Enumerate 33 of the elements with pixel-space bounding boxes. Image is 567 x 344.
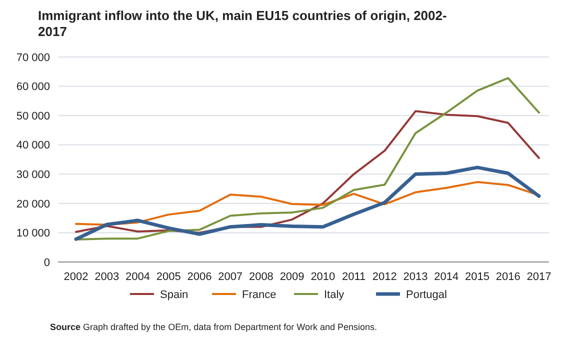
x-tick-label: 2003 <box>94 271 120 283</box>
x-tick-label: 2013 <box>403 271 428 283</box>
legend-label: Italy <box>324 288 345 301</box>
x-tick-label: 2010 <box>310 271 336 283</box>
x-tick-label: 2004 <box>125 271 150 283</box>
legend-label: Portugal <box>406 288 447 301</box>
legend-label: France <box>242 288 276 301</box>
x-tick-label: 2006 <box>187 271 212 283</box>
x-tick-label: 2005 <box>156 271 181 283</box>
x-tick-label: 2014 <box>434 271 459 283</box>
source-note: Source Graph drafted by the OEm, data from Department for Work and Pensions. <box>50 322 377 332</box>
line-series <box>75 77 540 240</box>
y-tick-label: 10 000 <box>16 228 50 240</box>
y-tick-label: 50 000 <box>16 110 50 122</box>
x-tick-label: 2017 <box>526 271 552 283</box>
y-tick-label: 70 000 <box>16 52 50 64</box>
x-tick-label: 2015 <box>465 271 490 283</box>
x-tick-label: 2007 <box>218 271 243 283</box>
legend-label: Spain <box>160 288 188 301</box>
line-series <box>75 110 540 234</box>
x-tick-label: 2012 <box>372 271 397 283</box>
y-tick-label: 30 000 <box>16 168 50 181</box>
y-tick-label: 0 <box>44 256 50 269</box>
y-tick-label: 20 000 <box>16 198 50 210</box>
x-tick-label: 2016 <box>496 271 520 283</box>
line-series <box>74 166 541 241</box>
x-tick-label: 2011 <box>342 271 366 283</box>
x-tick-label: 2002 <box>64 271 88 283</box>
x-tick-label: 2008 <box>248 271 274 283</box>
chart-title: Immigrant inflow into the UK, main EU15 countries of origin, 2002-2017 <box>38 8 447 39</box>
x-tick-label: 2009 <box>280 271 304 283</box>
y-tick-label: 60 000 <box>16 81 50 94</box>
y-tick-label: 40 000 <box>16 140 50 152</box>
